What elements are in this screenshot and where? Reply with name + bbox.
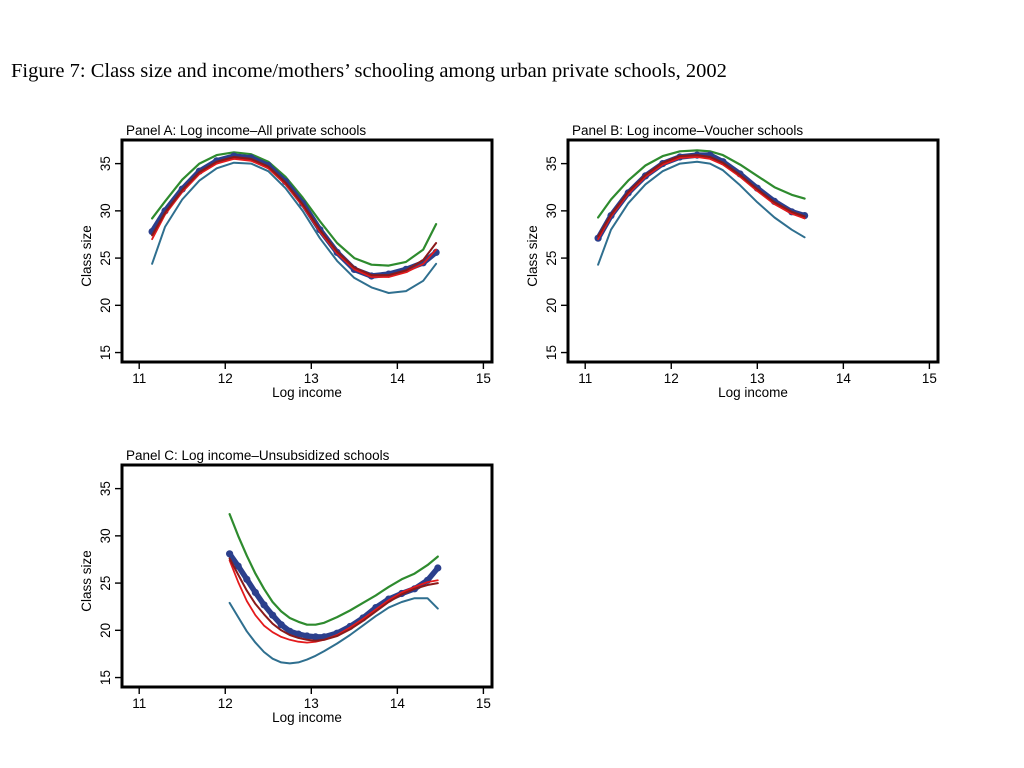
panel-b-y-axis-label: Class size: [525, 225, 540, 287]
panel-b-x-tick-label: 14: [836, 371, 852, 386]
panel-a-series-ci_lower: [151, 161, 438, 294]
panel-b-series-local_mean: [597, 156, 806, 241]
panel-b: Panel B: Log income–Voucher schools 11 12 1…: [525, 123, 940, 400]
panel-c-x-tick-label: 13: [304, 696, 319, 711]
panel-c-x-tick-label: 14: [390, 696, 406, 711]
panel-a-y-axis-label: Class size: [79, 225, 94, 287]
figure-title: Figure 7: Class size and income/mothers’…: [11, 60, 727, 82]
panel-c-y-tick-label: 20: [98, 623, 113, 638]
panel-a-y-tick-label: 20: [98, 298, 113, 313]
panel-a-title: Panel A: Log income–All private schools: [126, 123, 366, 138]
panel-c-series-fit: [228, 557, 439, 642]
panel-a-series-fit: [151, 156, 438, 277]
panel-c-title: Panel C: Log income–Unsubsidized schools: [126, 448, 390, 463]
panel-c-data-point: [434, 564, 442, 572]
panel-c-y-axis-label: Class size: [79, 550, 94, 612]
panel-b-x-tick-label: 12: [664, 371, 679, 386]
panel-c-data-point: [303, 632, 311, 640]
panel-a-series-local_mean: [151, 158, 437, 278]
panel-c-data-point: [269, 611, 277, 619]
panel-a-x-tick-label: 13: [304, 371, 319, 386]
panel-b-x-axis-label: Log income: [718, 385, 788, 400]
panel-c-y-tick-label: 30: [98, 528, 113, 543]
panel-b-series-fit: [597, 154, 806, 238]
panel-b-x-tick-label: 15: [922, 371, 937, 386]
panel-b-x-tick-label: 13: [750, 371, 765, 386]
panel-a-y-tick-label: 25: [98, 251, 113, 266]
panel-c-data-point: [260, 601, 268, 609]
panel-b-plot-frame: [566, 138, 940, 364]
panel-c-data-point: [277, 621, 285, 629]
panel-c-plot-frame: [120, 463, 494, 689]
panel-b-title: Panel B: Log income–Voucher schools: [572, 123, 803, 138]
panel-c-data-point: [312, 633, 320, 641]
panel-c-x-tick-label: 12: [218, 696, 233, 711]
panel-b-y-tick-label: 25: [544, 251, 559, 266]
panel-a-x-tick-label: 12: [218, 371, 233, 386]
panel-a-x-tick-label: 11: [132, 371, 146, 386]
panel-b-series-markers: [595, 152, 808, 241]
panel-b-y-tick-label: 20: [544, 298, 559, 313]
panel-c-series-ci_lower: [228, 597, 439, 665]
panel-a-y-tick-label: 30: [98, 203, 113, 218]
panel-c-data-point: [226, 550, 234, 558]
panel-c-data-point: [251, 588, 259, 597]
panel-c-x-tick-label: 11: [132, 696, 146, 711]
panel-a-y-tick-label: 15: [98, 345, 113, 360]
panel-c-data-point: [243, 575, 251, 583]
panel-a-x-axis-label: Log income: [272, 385, 342, 400]
panel-a-y-tick-label: 35: [98, 156, 113, 171]
panel-c-x-axis-label: Log income: [272, 710, 342, 725]
panel-c-data-point: [294, 630, 302, 638]
panel-a-series-ci_bound: [151, 151, 438, 267]
panel-b-x-tick-label: 11: [578, 371, 592, 386]
panel-c-y-tick-label: 15: [98, 670, 113, 685]
panel-a-x-tick-label: 15: [476, 371, 491, 386]
panel-c-y-tick-label: 35: [98, 481, 113, 496]
panel-b-y-tick-label: 30: [544, 203, 559, 218]
panel-a-x-tick-label: 14: [390, 371, 406, 386]
panel-c-x-tick-label: 15: [476, 696, 491, 711]
panel-c-series-ci_bound: [228, 513, 439, 626]
panel-a-plot-frame: [120, 138, 494, 364]
panel-c: Panel C: Log income–Unsubsidized schools…: [79, 448, 494, 725]
panel-a: Panel A: Log income–All private schools 1…: [79, 123, 494, 400]
panel-b-series-ci_bound: [597, 149, 806, 219]
panel-c-data-point: [234, 562, 242, 570]
panel-b-y-tick-label: 35: [544, 156, 559, 171]
panel-c-y-tick-label: 25: [98, 576, 113, 591]
panel-b-series-ci_lower: [597, 160, 806, 266]
panel-a-series-markers: [149, 153, 439, 279]
panel-b-y-tick-label: 15: [544, 345, 559, 360]
panel-c-series-markers: [226, 551, 441, 640]
